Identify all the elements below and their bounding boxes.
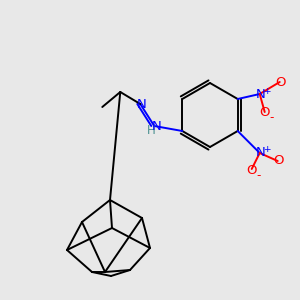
Text: O: O bbox=[274, 154, 284, 167]
Text: H: H bbox=[147, 124, 156, 137]
Text: O: O bbox=[275, 76, 286, 88]
Text: N: N bbox=[256, 146, 266, 160]
Text: O: O bbox=[247, 164, 257, 178]
Text: N: N bbox=[136, 98, 146, 110]
Text: N: N bbox=[256, 88, 266, 100]
Text: +: + bbox=[263, 86, 271, 95]
Text: -: - bbox=[256, 169, 261, 182]
Text: N: N bbox=[152, 119, 161, 133]
Text: O: O bbox=[260, 106, 270, 119]
Text: +: + bbox=[263, 146, 271, 154]
Text: -: - bbox=[269, 112, 274, 124]
